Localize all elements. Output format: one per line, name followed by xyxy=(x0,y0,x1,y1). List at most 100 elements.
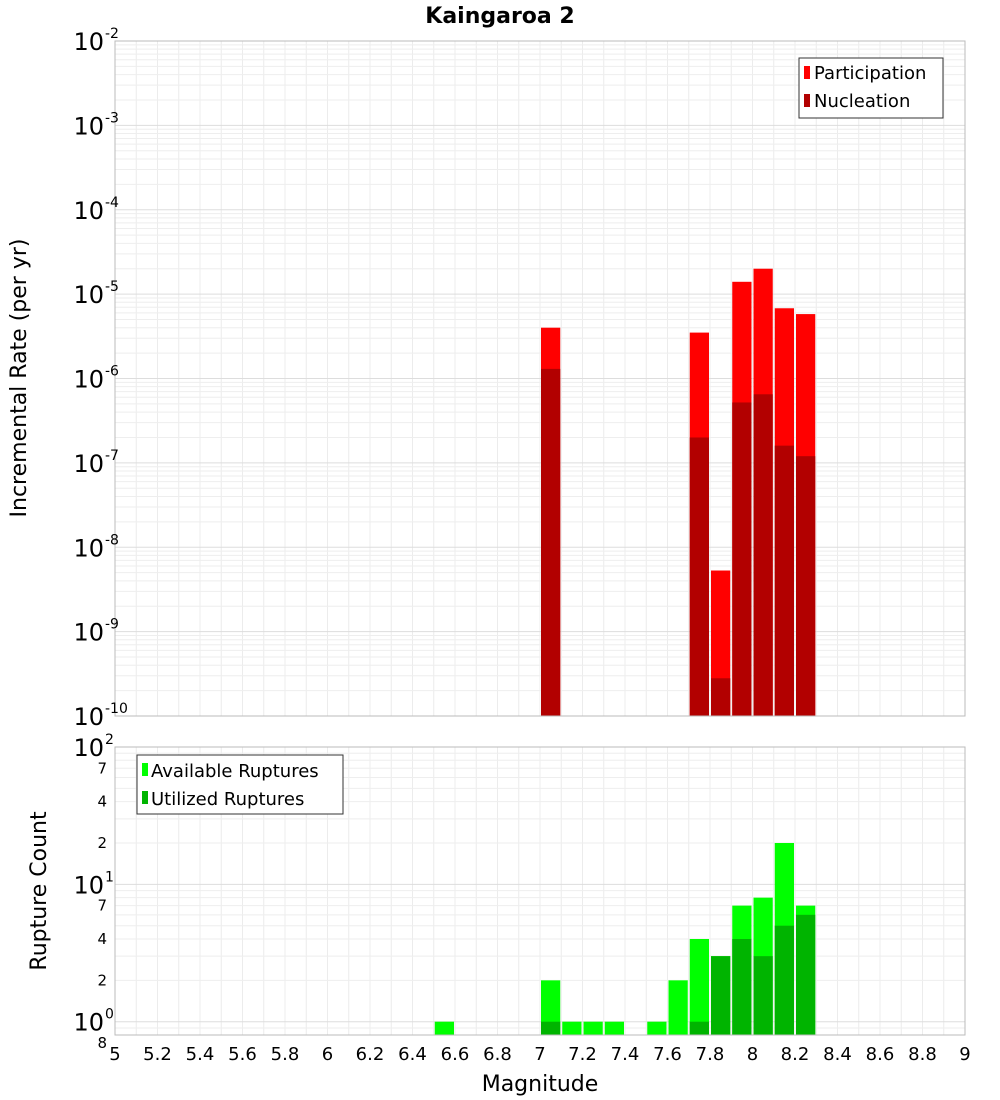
x-tick-label: 7.2 xyxy=(568,1044,597,1065)
rate-y-tick-base: 10 xyxy=(73,619,104,647)
rate-y-tick-exponent: -6 xyxy=(105,364,119,380)
x-tick-label: 8.4 xyxy=(823,1044,852,1065)
rate-plot-bars xyxy=(541,268,816,716)
x-tick-label: 8 xyxy=(747,1044,758,1065)
legend-label-utilized: Utilized Ruptures xyxy=(151,789,304,810)
rate-bar-nucleation xyxy=(796,456,816,716)
rate-y-tick-base: 10 xyxy=(73,534,104,562)
x-tick-label: 5 xyxy=(109,1044,120,1065)
rate-y-tick-base: 10 xyxy=(73,366,104,394)
x-tick-label: 6.4 xyxy=(398,1044,427,1065)
count-plot-bars xyxy=(434,843,816,1035)
x-tick-label: 6.8 xyxy=(483,1044,512,1065)
rate-bar-nucleation xyxy=(774,445,794,716)
count-bar-available-ruptures xyxy=(562,1021,582,1035)
count-legend-box xyxy=(136,754,344,815)
count-y-minor-tick: 8 xyxy=(97,1034,107,1052)
x-tick-label: 8.8 xyxy=(908,1044,937,1065)
x-axis-label: Magnitude xyxy=(482,1072,599,1097)
legend-swatch-utilized xyxy=(142,791,148,804)
count-y-minor-tick: 7 xyxy=(97,897,107,915)
count-y-minor-tick: 2 xyxy=(97,834,107,852)
count-bar-utilized-ruptures xyxy=(711,956,731,1035)
count-bar-utilized-ruptures xyxy=(732,939,752,1035)
count-bar-available-ruptures xyxy=(541,980,561,1035)
rate-y-tick-exponent: -8 xyxy=(105,532,119,548)
x-tick-labels: 5 5.2 5.4 5.6 5.8 6 6.2 6.4 6.6 6.8 7 7.2 7.4 7.6 7.8 8… xyxy=(109,1044,970,1065)
count-y-minor-tick: 2 xyxy=(97,971,107,989)
count-bar-available-ruptures xyxy=(647,1021,667,1035)
rate-legend-box xyxy=(798,57,944,119)
rate-legend: Participation Nucleation xyxy=(798,57,944,119)
x-tick-label: 6.2 xyxy=(356,1044,385,1065)
rate-y-axis-label: Incremental Rate (per yr) xyxy=(7,239,32,518)
legend-swatch-available xyxy=(142,763,148,776)
rate-y-tick-exponent: -7 xyxy=(105,448,119,464)
count-legend: Available Ruptures Utilized Ruptures xyxy=(136,754,344,815)
count-y-minor-tick: 7 xyxy=(97,759,107,777)
rate-y-tick-exponent: -2 xyxy=(105,26,119,42)
chart-title: Kaingaroa 2 xyxy=(425,4,574,29)
x-tick-label: 7.6 xyxy=(653,1044,682,1065)
rate-y-tick-base: 10 xyxy=(73,28,104,56)
rate-plot-border xyxy=(114,40,966,717)
count-y-axis-label: Rupture Count xyxy=(27,811,52,971)
count-y-tick-exponent: 0 xyxy=(105,1007,114,1023)
legend-swatch-participation xyxy=(804,66,810,79)
rate-bar-nucleation xyxy=(541,368,561,716)
count-bar-available-ruptures xyxy=(583,1021,603,1035)
x-tick-label: 5.2 xyxy=(143,1044,172,1065)
rate-y-tick-base: 10 xyxy=(73,112,104,140)
count-bar-utilized-ruptures xyxy=(689,1021,709,1035)
rate-y-tick-exponent: -9 xyxy=(105,617,119,633)
rate-y-tick-exponent: -3 xyxy=(105,110,119,126)
count-bar-available-ruptures xyxy=(604,1021,624,1035)
legend-swatch-nucleation xyxy=(804,94,810,107)
count-bar-available-ruptures xyxy=(434,1021,454,1035)
x-tick-label: 5.8 xyxy=(271,1044,300,1065)
legend-label-available: Available Ruptures xyxy=(151,761,319,782)
rate-plot-grid xyxy=(114,40,966,717)
count-y-minor-tick: 4 xyxy=(97,793,107,811)
rate-y-tick-base: 10 xyxy=(73,450,104,478)
x-tick-label: 6.6 xyxy=(441,1044,470,1065)
count-bar-utilized-ruptures xyxy=(541,1021,561,1035)
x-tick-label: 5.6 xyxy=(228,1044,257,1065)
rate-y-tick-exponent: -5 xyxy=(105,279,119,295)
rate-y-tick-base: 10 xyxy=(73,281,104,309)
count-y-tick-base: 10 xyxy=(73,734,104,762)
rate-y-tick-exponent: -4 xyxy=(105,195,119,211)
count-y-tick-base: 10 xyxy=(73,871,104,899)
x-tick-label: 9 xyxy=(959,1044,970,1065)
x-tick-label: 7.8 xyxy=(696,1044,725,1065)
rate-bar-nucleation xyxy=(732,402,752,716)
count-y-minor-tick: 4 xyxy=(97,930,107,948)
rate-bar-nucleation xyxy=(711,678,731,716)
rate-y-tick-base: 10 xyxy=(73,703,104,731)
x-tick-label: 7 xyxy=(534,1044,545,1065)
x-tick-label: 8.6 xyxy=(866,1044,895,1065)
count-plot-border xyxy=(114,746,966,1036)
rate-bar-nucleation xyxy=(689,437,709,716)
x-tick-label: 7.4 xyxy=(611,1044,640,1065)
rate-y-tick-exponent: -10 xyxy=(105,701,128,717)
count-bar-available-ruptures xyxy=(668,980,688,1035)
count-bar-utilized-ruptures xyxy=(796,914,816,1035)
count-bar-available-ruptures xyxy=(689,939,709,1035)
count-bar-utilized-ruptures xyxy=(774,925,794,1035)
x-tick-label: 8.2 xyxy=(781,1044,810,1065)
count-y-tick-exponent: 1 xyxy=(105,869,114,885)
legend-label-nucleation: Nucleation xyxy=(814,91,910,112)
legend-label-participation: Participation xyxy=(814,63,926,84)
rate-y-tick-base: 10 xyxy=(73,197,104,225)
rate-bar-nucleation xyxy=(753,394,773,716)
x-tick-label: 6 xyxy=(322,1044,333,1065)
count-y-tick-base: 10 xyxy=(73,1009,104,1037)
count-bar-utilized-ruptures xyxy=(753,956,773,1035)
count-y-tick-exponent: 2 xyxy=(105,732,114,748)
